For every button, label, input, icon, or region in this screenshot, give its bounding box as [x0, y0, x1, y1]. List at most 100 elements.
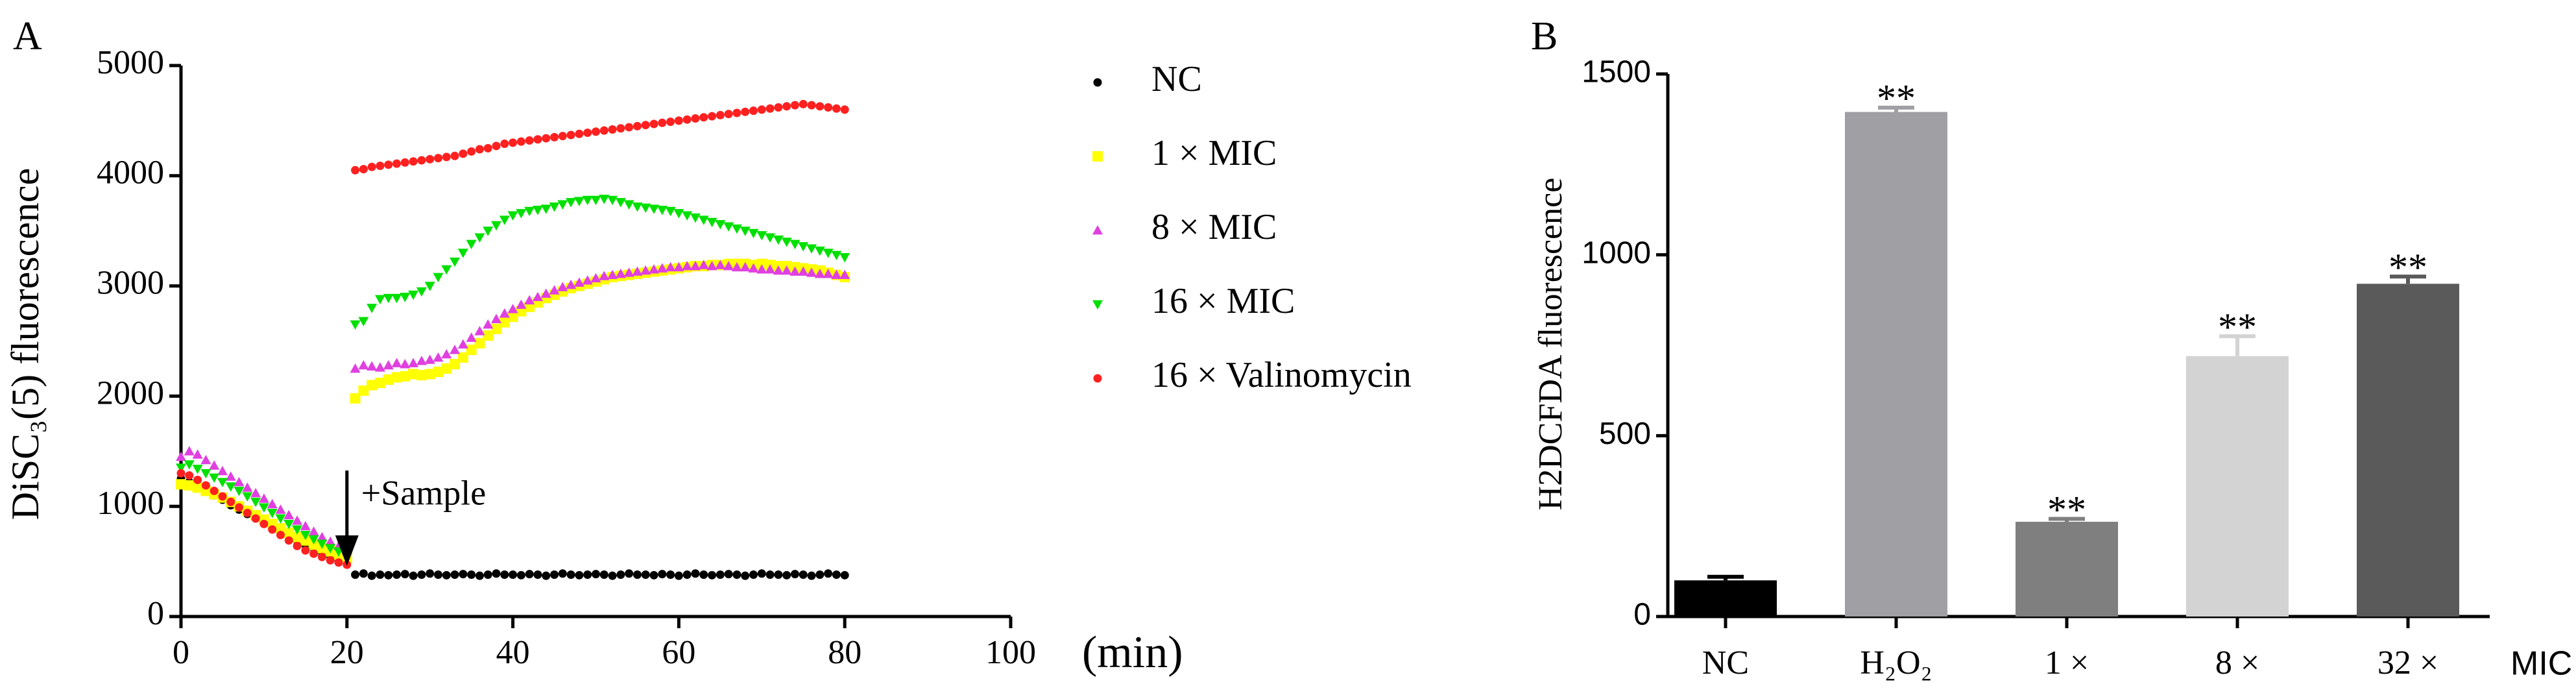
data-point [691, 114, 700, 123]
data-point [283, 519, 295, 530]
data-point [623, 200, 634, 210]
data-point [258, 503, 269, 513]
data-point [575, 570, 584, 580]
data-point [540, 204, 551, 214]
data-point [658, 118, 667, 127]
data-point [516, 299, 527, 309]
x-tick-label: 1 × [2045, 644, 2089, 681]
data-point [300, 520, 311, 531]
data-point [417, 156, 426, 165]
data-point [509, 570, 518, 579]
data-point [491, 313, 502, 323]
data-point [210, 486, 219, 495]
data-point [457, 339, 468, 348]
legend-label: 8 × MIC [1151, 207, 1277, 247]
data-point [441, 348, 452, 359]
significance-label: ** [1877, 77, 1916, 120]
data-point [799, 570, 808, 579]
data-point [242, 482, 253, 492]
arrow-head [335, 535, 359, 566]
data-point [475, 571, 484, 580]
data-point [790, 101, 799, 110]
data-point [756, 231, 767, 241]
x-tick-label: NC [1702, 644, 1749, 681]
data-point [649, 204, 660, 214]
data-point [358, 317, 369, 326]
data-point [325, 536, 336, 546]
significance-label: ** [2389, 246, 2427, 289]
data-point [640, 265, 651, 275]
data-point [457, 249, 468, 258]
data-point [765, 264, 776, 274]
data-point [632, 202, 643, 212]
data-point [367, 304, 378, 313]
data-point [698, 215, 709, 225]
data-point [367, 162, 376, 171]
data-point [176, 451, 186, 461]
y-tick-label: 1000 [1582, 236, 1651, 270]
error-bar [2390, 275, 2426, 284]
error-bar [1878, 105, 1914, 112]
data-point [376, 570, 385, 579]
data-point [426, 569, 435, 578]
data-point [1092, 300, 1103, 310]
data-point [815, 102, 825, 111]
data-point [641, 570, 650, 579]
data-point [632, 121, 642, 130]
data-point [176, 479, 186, 490]
data-point [706, 217, 717, 228]
data-point [566, 570, 575, 579]
data-point [309, 549, 319, 558]
data-point [300, 530, 311, 541]
data-point [682, 261, 693, 271]
data-point [616, 570, 625, 579]
data-point [474, 337, 485, 348]
data-point [1093, 78, 1102, 87]
data-point [426, 154, 435, 164]
data-point [442, 570, 451, 580]
panel-label: A [13, 14, 42, 58]
panel-label: B [1531, 14, 1558, 58]
legend-label: 1 × MIC [1151, 133, 1277, 173]
data-point [582, 275, 593, 285]
data-point [516, 137, 525, 146]
data-point [409, 571, 418, 580]
data-point [433, 154, 442, 163]
data-point [367, 361, 378, 371]
legend-label: 16 × MIC [1151, 281, 1295, 321]
data-point [184, 446, 195, 456]
data-point [649, 570, 658, 580]
data-point [392, 570, 402, 579]
data-point [358, 385, 369, 396]
data-point [400, 359, 411, 369]
data-point [267, 498, 278, 509]
data-point [824, 103, 833, 112]
data-point [682, 115, 692, 124]
data-point [832, 570, 841, 579]
data-point [641, 121, 650, 130]
x-tick-label: 20 [330, 634, 364, 671]
data-point [301, 546, 310, 555]
data-point [326, 556, 335, 565]
data-point [807, 101, 816, 110]
data-point [408, 358, 419, 367]
y-tick-label: 1500 [1582, 55, 1651, 90]
data-point [798, 266, 809, 276]
data-point [607, 195, 618, 206]
x-axis-label: MIC [2510, 645, 2572, 683]
data-point [441, 363, 452, 374]
data-point [275, 514, 286, 524]
data-point [649, 119, 658, 128]
data-point [391, 358, 402, 367]
data-point [623, 267, 634, 277]
data-point [292, 532, 303, 543]
data-point [840, 105, 849, 114]
data-point [632, 570, 642, 579]
data-point [616, 124, 625, 133]
data-point [350, 320, 361, 330]
data-point [400, 158, 409, 167]
data-point [789, 239, 800, 250]
data-point [583, 128, 592, 138]
data-point [582, 195, 593, 206]
data-point [226, 497, 235, 506]
